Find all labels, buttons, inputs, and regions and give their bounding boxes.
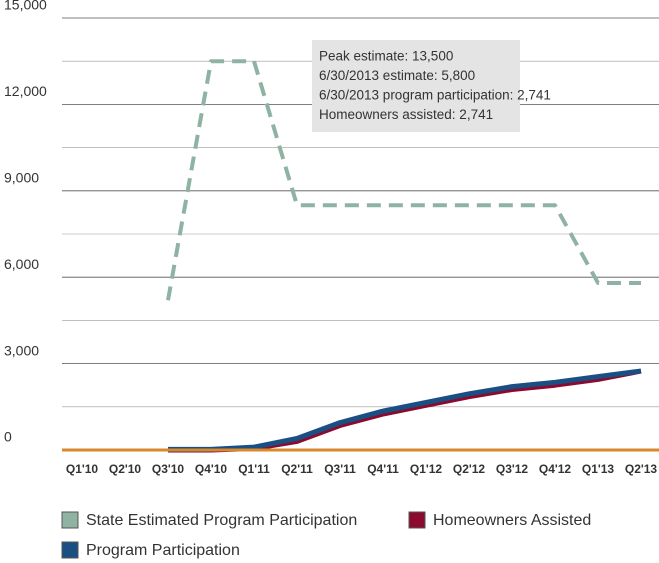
x-tick-label: Q3'10: [152, 462, 185, 476]
legend-swatch: [61, 511, 79, 529]
y-tick-label: 9,000: [4, 170, 39, 186]
x-tick-label: Q3'11: [324, 462, 356, 476]
annotation: 6/30/2013 estimate: 5,800: [319, 68, 475, 83]
legend-swatch: [408, 511, 426, 529]
y-tick-label: 12,000: [4, 83, 47, 99]
legend-label: Homeowners Assisted: [433, 512, 591, 529]
x-tick-label: Q4'10: [195, 462, 228, 476]
y-tick-label: 0: [4, 429, 12, 445]
x-tick-label: Q2'11: [281, 462, 313, 476]
y-tick-label: 15,000: [4, 0, 47, 13]
x-tick-label: Q4'12: [539, 462, 572, 476]
x-tick-label: Q4'11: [367, 462, 399, 476]
x-tick-label: Q1'10: [66, 462, 99, 476]
y-tick-label: 3,000: [4, 342, 39, 358]
legend-swatch: [61, 541, 79, 559]
x-tick-label: Q1'12: [410, 462, 443, 476]
x-tick-label: Q1'11: [238, 462, 270, 476]
series-line: [168, 368, 642, 452]
annotation: Homeowners assisted: 2,741: [319, 107, 493, 122]
y-tick-label: 6,000: [4, 256, 39, 272]
legend-label: Program Participation: [86, 542, 240, 559]
x-tick-label: Q2'13: [625, 462, 658, 476]
annotation-box: [312, 40, 520, 132]
legend-label: State Estimated Program Participation: [86, 512, 357, 529]
series-line: [168, 368, 642, 453]
series-line: [166, 59, 641, 301]
x-tick-label: Q2'12: [453, 462, 486, 476]
x-tick-label: Q1'13: [582, 462, 615, 476]
annotation: 6/30/2013 program participation: 2,741: [319, 88, 551, 103]
x-tick-label: Q2'10: [109, 462, 142, 476]
annotation: Peak estimate: 13,500: [319, 49, 453, 64]
x-tick-label: Q3'12: [496, 462, 529, 476]
